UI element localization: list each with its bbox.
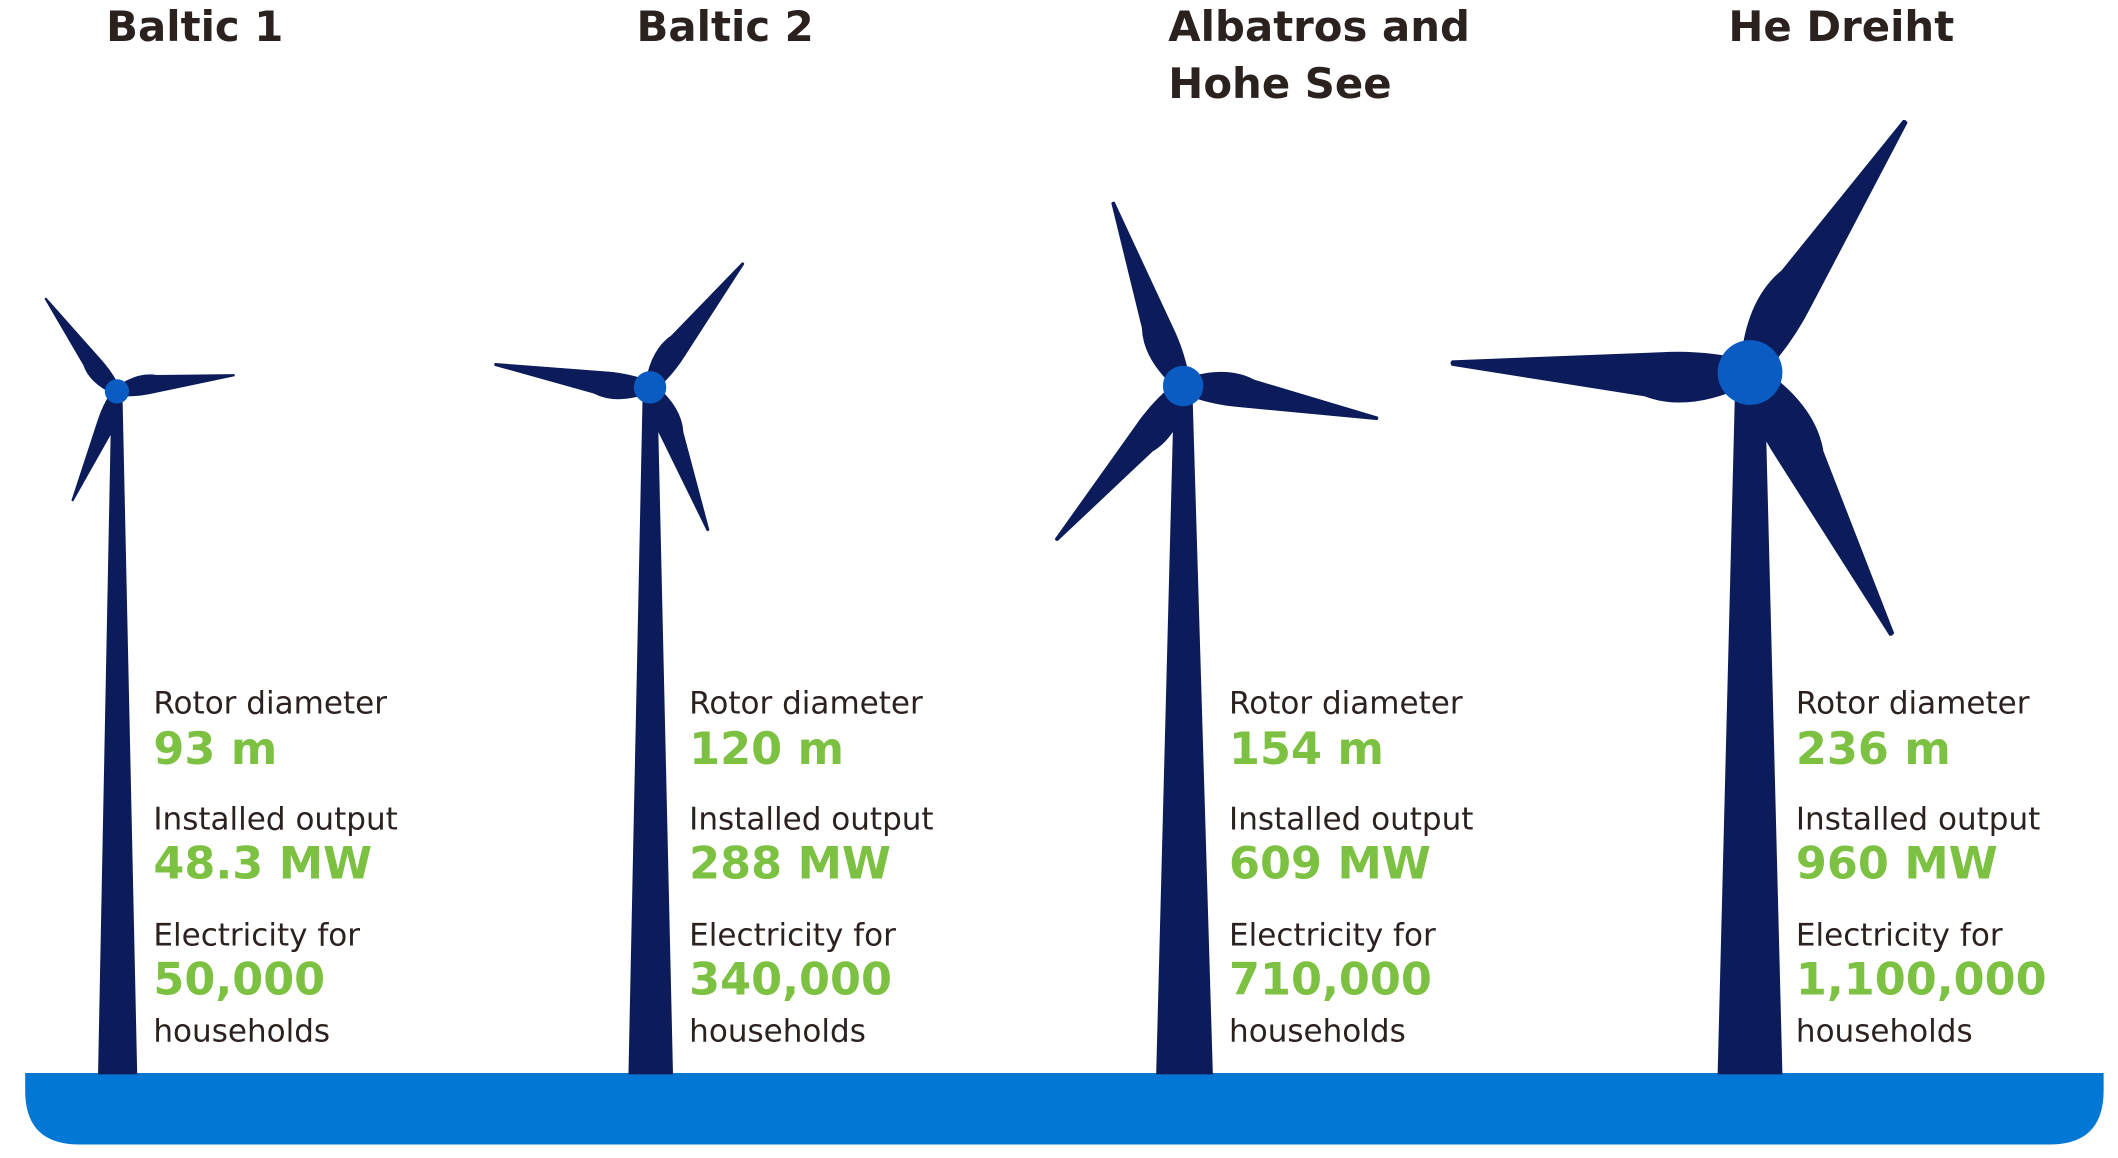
output-label: Installed output — [1229, 802, 1473, 838]
hub — [104, 379, 130, 404]
blade — [1181, 371, 1379, 421]
rotor-label: Rotor diameter — [1796, 686, 2030, 722]
tower — [1156, 386, 1213, 1075]
blade — [494, 362, 651, 400]
blade — [71, 389, 122, 502]
households: 710,000 — [1229, 954, 1432, 1006]
households-label: Electricity for — [1229, 918, 1436, 954]
rotor: 236 m — [1796, 723, 1951, 775]
output-label: Installed output — [1796, 802, 2040, 838]
turbine-name: Baltic 2 — [637, 2, 814, 51]
tower — [1717, 372, 1783, 1075]
households: 340,000 — [689, 954, 892, 1006]
tower — [98, 391, 138, 1075]
output-label: Installed output — [689, 802, 933, 838]
turbine-name: Albatros and — [1168, 2, 1470, 51]
blade — [1740, 119, 1908, 379]
blade — [44, 297, 121, 395]
rotor: 93 m — [153, 723, 277, 775]
households-unit: households — [1229, 1013, 1406, 1049]
blade — [116, 374, 235, 397]
sea — [25, 1072, 2104, 1145]
rotor-label: Rotor diameter — [689, 686, 923, 722]
hub — [1717, 340, 1783, 405]
rotor: 120 m — [689, 723, 844, 775]
rotor: 154 m — [1229, 723, 1384, 775]
households-label: Electricity for — [1796, 918, 2003, 954]
turbine-name: Baltic 1 — [106, 2, 283, 51]
output: 288 MW — [689, 837, 891, 889]
output: 960 MW — [1796, 837, 1998, 889]
households-label: Electricity for — [689, 918, 896, 954]
blade — [1450, 351, 1751, 403]
blade — [1054, 381, 1190, 542]
turbine-name: Hohe See — [1168, 59, 1391, 108]
turbine-name: He Dreiht — [1728, 2, 1954, 51]
hub — [633, 371, 667, 404]
output: 609 MW — [1229, 837, 1431, 889]
rotor-label: Rotor diameter — [153, 686, 387, 722]
households: 50,000 — [153, 954, 325, 1006]
tower — [628, 387, 673, 1075]
output: 48.3 MW — [153, 837, 372, 889]
blade — [1111, 201, 1191, 389]
hub — [1162, 365, 1204, 407]
output-label: Installed output — [153, 802, 397, 838]
households-unit: households — [689, 1013, 866, 1049]
households-label: Electricity for — [153, 918, 360, 954]
households-unit: households — [153, 1013, 330, 1049]
blade — [645, 262, 745, 391]
blade — [644, 385, 710, 532]
households-unit: households — [1796, 1013, 1973, 1049]
rotor-label: Rotor diameter — [1229, 686, 1463, 722]
households: 1,100,000 — [1796, 954, 2047, 1006]
blade — [1739, 366, 1895, 636]
